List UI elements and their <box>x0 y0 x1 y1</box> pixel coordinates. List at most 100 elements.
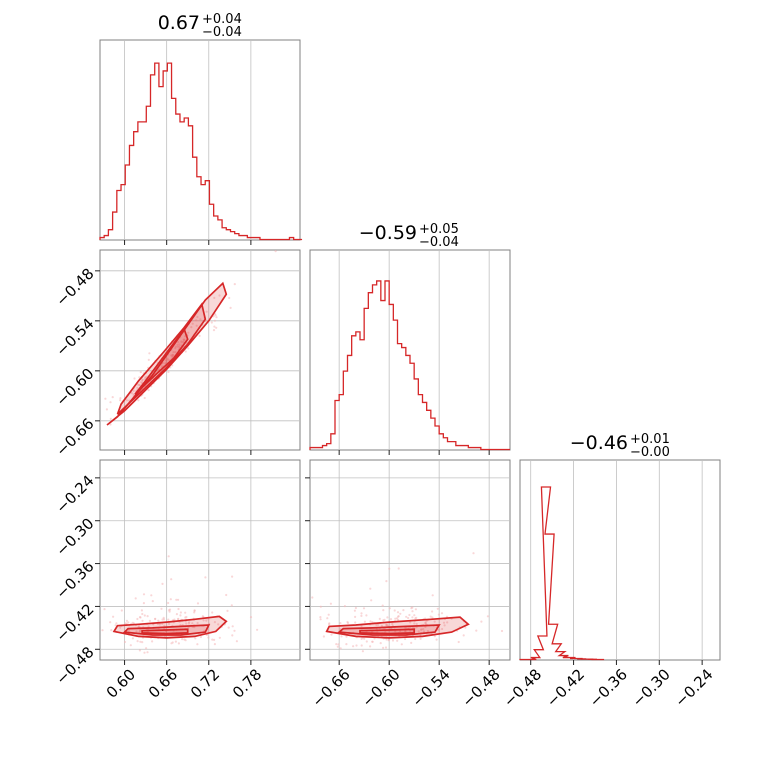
sample-point <box>213 621 216 624</box>
sample-point <box>141 379 144 382</box>
sample-point <box>381 604 384 607</box>
sample-point <box>462 634 465 637</box>
sample-point <box>182 340 185 343</box>
panel-r2-c2: −0.48−0.42−0.36−0.30−0.24 <box>500 459 721 711</box>
sample-point <box>105 408 108 411</box>
sample-point <box>218 294 221 297</box>
sample-point <box>134 597 137 600</box>
sample-point <box>175 598 178 601</box>
sample-point <box>193 609 196 612</box>
tick-label-x-1: −0.66 <box>308 665 353 710</box>
sample-point <box>185 615 188 619</box>
panel-frame <box>99 249 301 451</box>
tick-label-x-4: −0.48 <box>458 665 503 710</box>
sample-point <box>207 636 210 639</box>
sample-point <box>167 609 171 612</box>
sample-point <box>178 343 181 346</box>
sample-point <box>443 624 446 627</box>
sample-point <box>319 605 322 608</box>
sample-point <box>177 598 180 601</box>
sample-point <box>388 567 391 570</box>
sample-point <box>184 639 187 642</box>
sample-point <box>415 622 418 626</box>
sample-point <box>176 345 179 348</box>
sample-point <box>319 618 322 621</box>
sample-point <box>400 643 403 646</box>
sample-point <box>125 619 128 622</box>
sample-point <box>386 616 389 619</box>
sample-point <box>226 609 229 613</box>
sample-point <box>142 593 146 596</box>
sample-point <box>194 637 197 640</box>
sample-point <box>409 621 412 624</box>
sample-point <box>141 619 144 622</box>
tick-label-x-3: −0.36 <box>586 665 631 710</box>
tick-label-x-2: 0.66 <box>145 665 181 701</box>
sample-point <box>233 629 236 632</box>
sample-point <box>274 250 277 253</box>
sample-point <box>345 643 348 646</box>
sample-point <box>140 609 143 612</box>
sample-point <box>141 641 144 644</box>
sample-point <box>431 610 434 613</box>
sample-point <box>426 630 429 633</box>
sample-point <box>395 617 399 620</box>
sample-point <box>319 616 322 619</box>
sample-point <box>120 609 123 612</box>
sample-point <box>397 615 400 618</box>
sample-point <box>163 624 166 627</box>
panel-r2-c0: 0.60 0.66 0.72 0.78 −0.48−0.42−0.36−0.30−0.2… <box>52 459 301 702</box>
sample-point <box>184 611 187 614</box>
sample-point <box>404 630 407 633</box>
sample-point <box>143 396 146 400</box>
sample-point <box>171 354 174 357</box>
tick-label-x-1: 0.60 <box>103 665 139 701</box>
tick-label-x-4: 0.78 <box>229 665 265 701</box>
sample-point <box>143 614 146 617</box>
panel-r1-c1 <box>309 249 511 455</box>
panel-r2-c1: −0.66 −0.60 −0.54 −0.48 <box>305 459 511 711</box>
sample-point <box>346 620 349 624</box>
sample-point <box>135 630 138 633</box>
sample-point <box>360 644 363 647</box>
sample-point <box>435 638 438 641</box>
sample-point <box>231 634 234 637</box>
panel-frame <box>519 459 721 661</box>
sample-point <box>387 624 390 627</box>
sample-point <box>139 381 142 384</box>
sample-point <box>196 315 199 319</box>
contour-level-2 <box>141 628 189 635</box>
sample-point <box>391 622 394 626</box>
sample-point <box>352 645 355 648</box>
sample-point <box>213 325 216 328</box>
sample-point <box>199 635 202 639</box>
sample-point <box>233 283 236 286</box>
sample-point <box>195 324 198 327</box>
tick-label-y-1: −0.66 <box>52 415 97 460</box>
title-param-2: −0.59 <box>359 222 417 244</box>
sample-point <box>345 635 348 638</box>
tick-label-x-3: −0.54 <box>408 665 453 710</box>
sample-point <box>414 637 417 641</box>
sample-point <box>228 296 231 300</box>
tick-label-y-3: −0.54 <box>52 315 97 360</box>
sample-point <box>385 623 388 627</box>
sample-point <box>138 629 142 632</box>
sample-point <box>231 625 234 628</box>
sample-point <box>151 640 154 643</box>
sample-point <box>196 602 200 605</box>
sample-point <box>101 629 104 632</box>
sample-point <box>369 620 372 623</box>
sample-point <box>141 612 144 616</box>
sample-point <box>337 643 340 646</box>
sample-point <box>138 376 141 379</box>
sample-point <box>119 399 122 402</box>
sample-point <box>147 358 150 361</box>
sample-point <box>175 613 178 616</box>
sample-point <box>131 637 134 640</box>
title-param-1-lower: −0.04 <box>202 25 242 40</box>
sample-point <box>181 638 184 641</box>
sample-point <box>132 389 135 392</box>
sample-point <box>162 616 165 620</box>
sample-point <box>176 343 179 346</box>
